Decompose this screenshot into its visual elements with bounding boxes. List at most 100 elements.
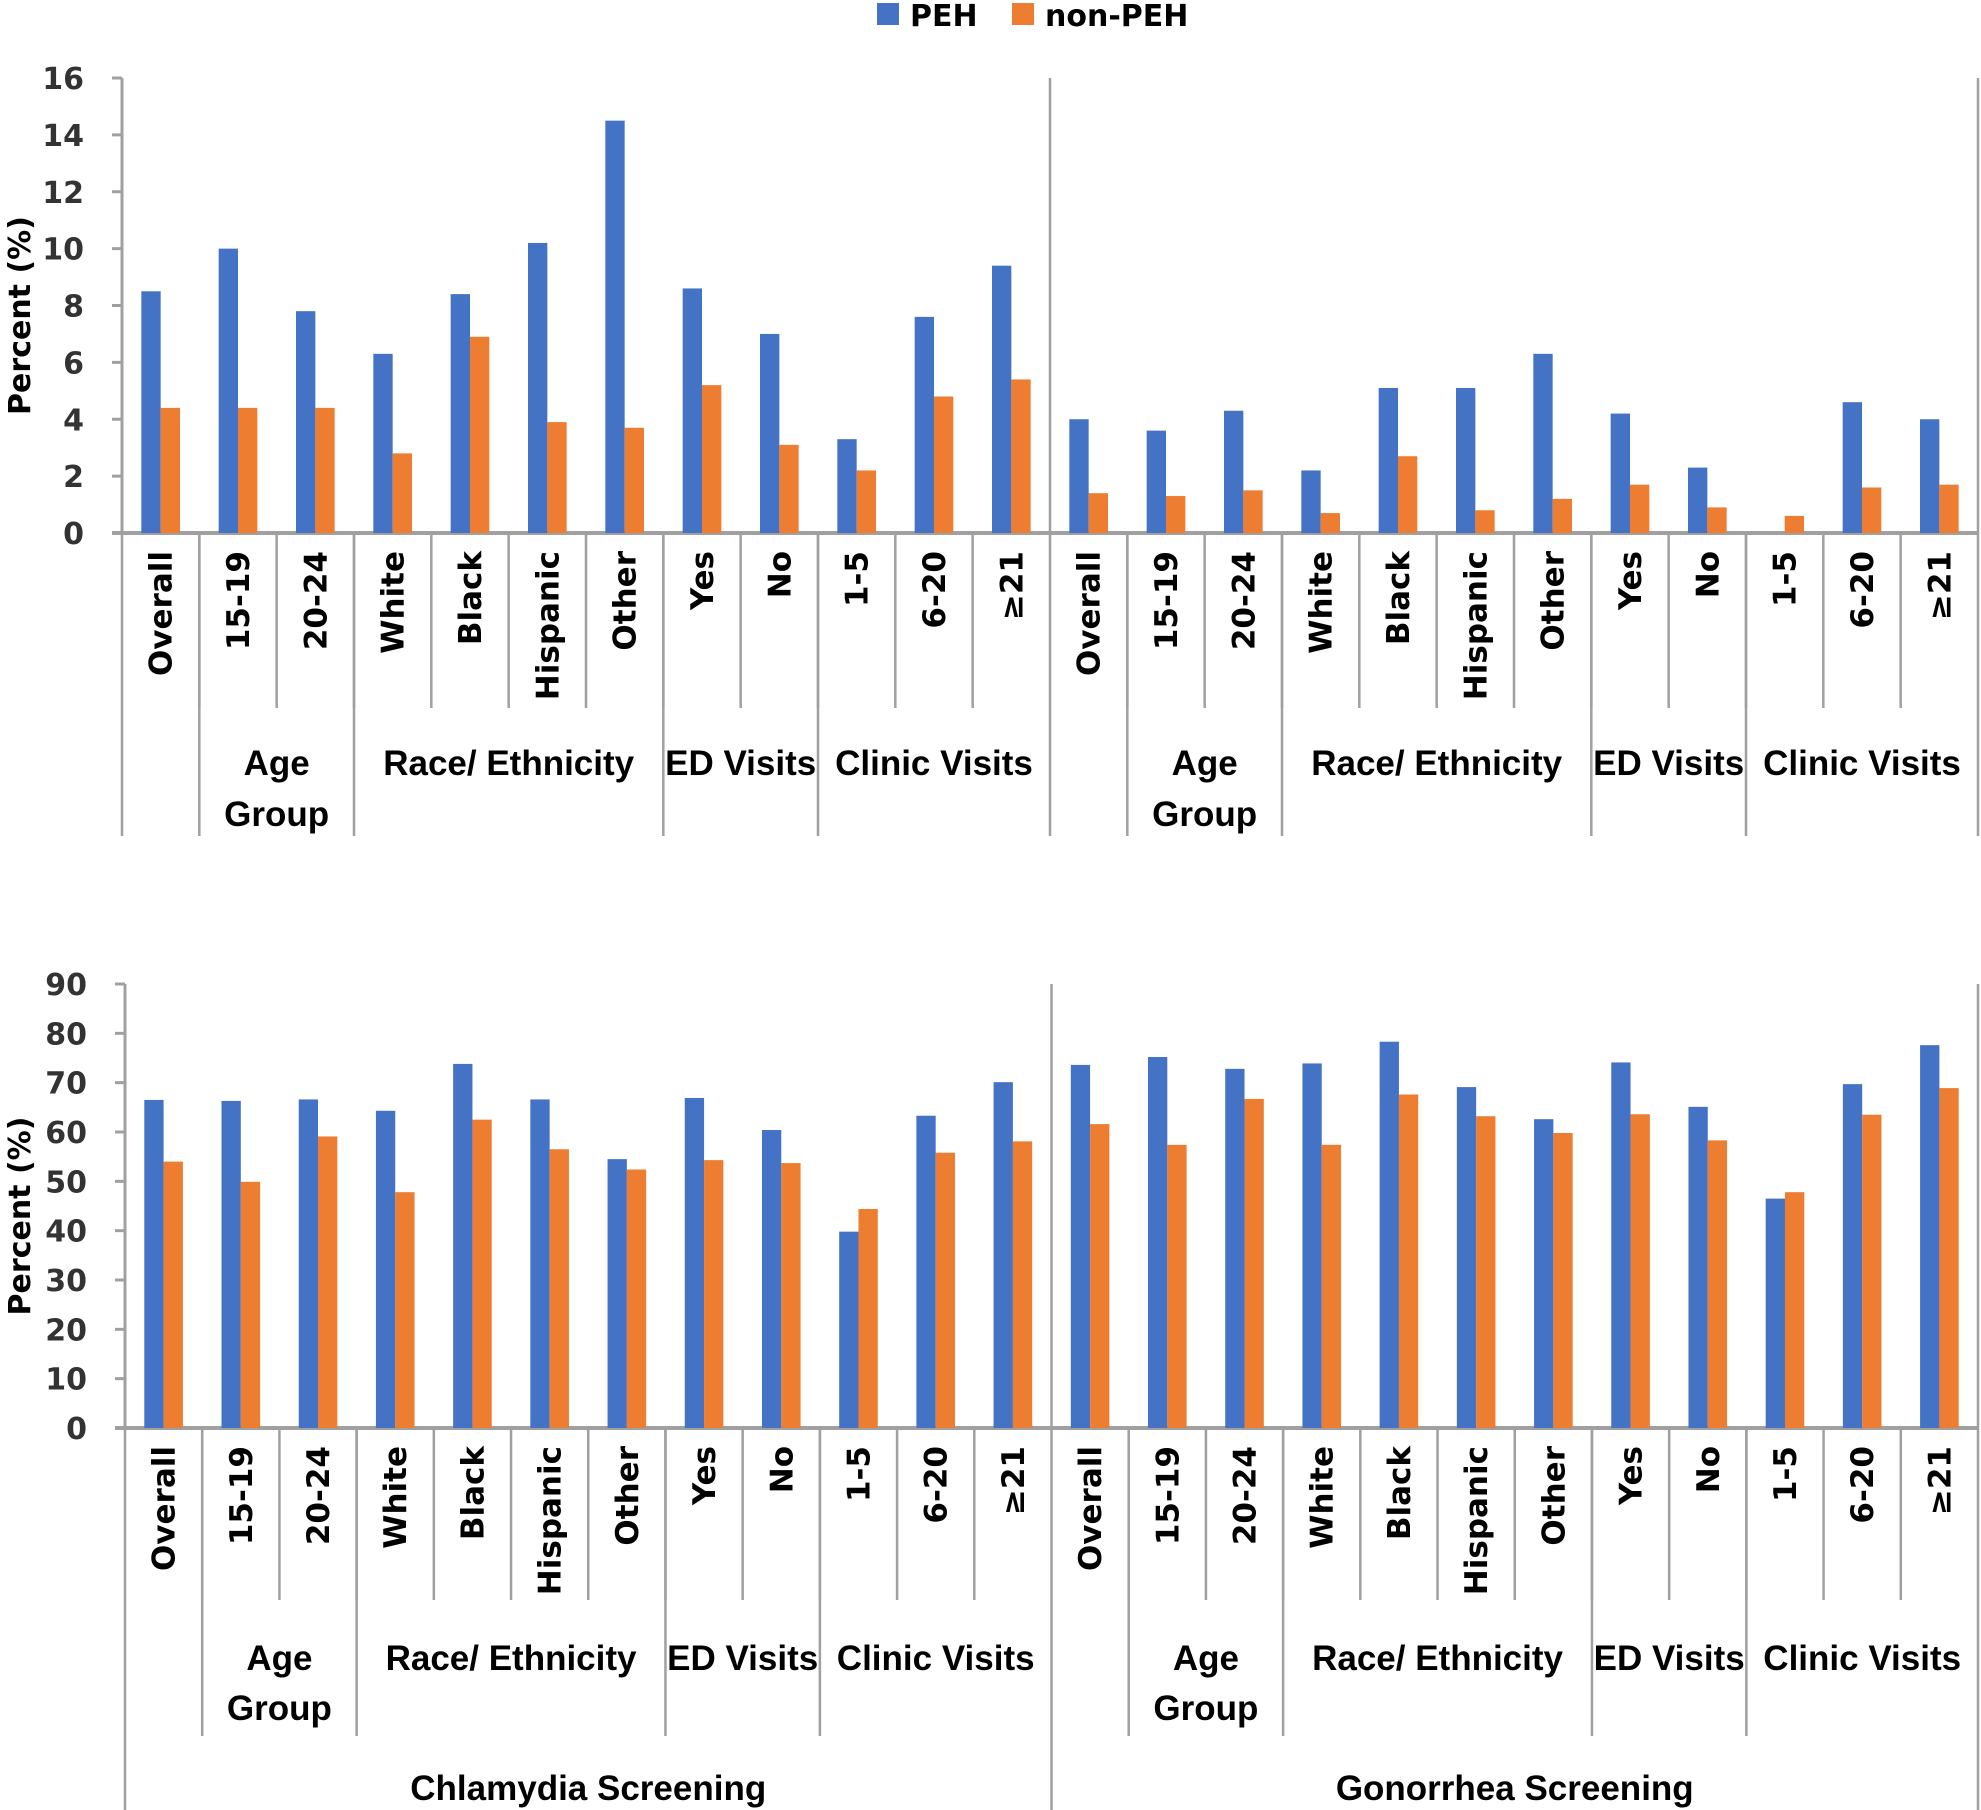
y-tick-label: 50 (45, 1165, 87, 1200)
bar-peh (837, 439, 857, 533)
panel-label: Gonorrhea Screening (1336, 1769, 1694, 1808)
bar-peh (1224, 410, 1244, 533)
legend-label-non-peh: non-PEH (1045, 0, 1188, 34)
category-label: 20-24 (298, 551, 334, 650)
bar-peh (1842, 402, 1862, 533)
category-label: 6-20 (1845, 551, 1881, 629)
category-label: Black (1381, 550, 1417, 646)
bar-peh (1379, 1041, 1399, 1428)
category-label: 20-24 (1228, 1446, 1264, 1545)
bar-peh (144, 1099, 164, 1428)
chart-screening: 0 10 20 30 40 50 60 70 80 90 Percent (%) Overall 15-… (3, 968, 1980, 1810)
bar-peh (914, 316, 934, 533)
bar-peh (916, 1115, 936, 1428)
category-label: White (1304, 551, 1340, 654)
y-tick-label: 8 (63, 290, 84, 325)
category-label: 1-5 (1768, 551, 1804, 607)
y-tick-label: 80 (45, 1017, 87, 1052)
bar-non-peh (547, 422, 567, 533)
bar-peh (1920, 419, 1940, 533)
y-tick-label: 4 (63, 403, 84, 438)
category-label: Overall (1073, 1446, 1109, 1571)
group-label: Race/ Ethnicity (383, 744, 634, 783)
y-tick-label: 70 (45, 1067, 87, 1102)
bar-peh (607, 1159, 627, 1428)
bar-non-peh (395, 1192, 415, 1428)
bar-non-peh (856, 470, 876, 533)
legend-label-peh: PEH (910, 0, 978, 34)
bar-non-peh (1862, 1114, 1882, 1428)
bar-non-peh (1321, 1144, 1342, 1428)
category-label: 15-19 (221, 551, 257, 650)
bar-non-peh (1630, 484, 1650, 533)
bar-non-peh (163, 1161, 183, 1428)
bar-non-peh (238, 407, 258, 533)
bar-non-peh (1088, 493, 1108, 533)
category-label: Other (1536, 550, 1572, 650)
category-label: 6-20 (1845, 1446, 1881, 1524)
bar-peh (453, 1063, 473, 1428)
category-label: 6-20 (917, 551, 953, 629)
bar-non-peh (1398, 1094, 1419, 1428)
bar-peh (1842, 1084, 1863, 1428)
category-label: No (1690, 551, 1726, 598)
category-label: Overall (147, 1446, 183, 1571)
bar-peh (1533, 353, 1553, 533)
group-label: Race/ Ethnicity (386, 1639, 637, 1678)
panel-label: Chlamydia Screening (410, 1769, 766, 1808)
bar-non-peh (470, 336, 490, 533)
group-label: Race/ Ethnicity (1312, 1639, 1563, 1678)
chart-sti-testing: 0 2 4 6 8 10 12 14 16 Percent (%) Overall 15-19 20-2… (3, 62, 1980, 836)
category-label: Black (455, 1445, 491, 1541)
category-label: ≥21 (1922, 1446, 1958, 1515)
bar-peh (296, 311, 316, 533)
category-label: White (1305, 1446, 1341, 1549)
category-label: White (378, 1446, 414, 1549)
bar-peh (1069, 419, 1089, 533)
bar-non-peh (1553, 1132, 1573, 1428)
bar-non-peh (779, 444, 799, 533)
bar-peh (1611, 1062, 1631, 1428)
y-axis-title: Percent (%) (3, 1117, 38, 1316)
category-label: Overall (1072, 551, 1108, 676)
bar-non-peh (1707, 507, 1727, 533)
category-label: 15-19 (1150, 1446, 1186, 1545)
bar-non-peh (1244, 1098, 1264, 1428)
bar-peh (1070, 1064, 1091, 1428)
bar-peh (1456, 1087, 1477, 1428)
group-label: ED Visits (667, 1639, 818, 1678)
category-label: ≥21 (994, 551, 1030, 620)
bar-non-peh (934, 396, 954, 533)
bar-peh (1456, 387, 1476, 533)
category-label: Yes (1613, 551, 1649, 611)
bar-peh (1688, 467, 1708, 533)
category-label: Hispanic (533, 1446, 569, 1595)
y-tick-label: 10 (45, 1363, 87, 1398)
bar-peh (1610, 413, 1630, 533)
group-label: Group (227, 1689, 332, 1728)
bar-non-peh (702, 385, 722, 533)
bar-non-peh (392, 453, 412, 533)
group-label: Age (244, 744, 310, 783)
category-label: ≥21 (996, 1446, 1032, 1515)
bar-peh (839, 1231, 859, 1428)
bar-non-peh (1939, 1088, 1959, 1428)
category-label: 15-19 (1149, 551, 1185, 650)
y-tick-label: 30 (45, 1264, 87, 1299)
bar-non-peh (781, 1163, 801, 1428)
bar-non-peh (1398, 456, 1418, 533)
category-label: No (762, 551, 798, 598)
bar-non-peh (1784, 1192, 1805, 1428)
bar-non-peh (1243, 490, 1263, 533)
bar-peh (530, 1099, 550, 1428)
bar-non-peh (1476, 1116, 1496, 1428)
bar-non-peh (1090, 1124, 1110, 1428)
legend-swatch-non-peh (1012, 3, 1034, 25)
category-label: Hispanic (1458, 551, 1494, 700)
bar-non-peh (1320, 513, 1340, 533)
category-label: No (1691, 1446, 1727, 1493)
y-tick-label: 12 (42, 176, 84, 211)
bar-non-peh (240, 1181, 261, 1428)
y-tick-label: 20 (45, 1313, 87, 1348)
group-label: ED Visits (1593, 744, 1744, 783)
